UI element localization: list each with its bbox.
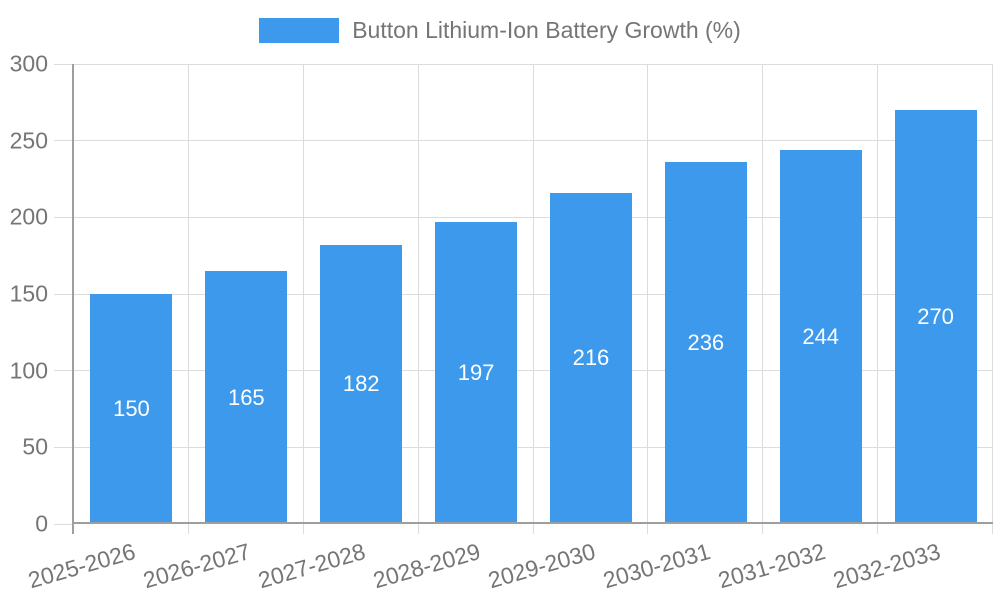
h-gridline xyxy=(74,446,993,448)
v-gridline xyxy=(992,64,993,534)
bar-2032-2033[interactable]: 270 xyxy=(894,110,977,524)
bar-value-label: 150 xyxy=(113,396,150,421)
y-tick-label: 200 xyxy=(9,203,48,230)
v-gridline xyxy=(877,64,879,534)
legend-label[interactable]: Button Lithium-Ion Battery Growth (%) xyxy=(352,17,741,43)
y-tick-label: 300 xyxy=(9,50,48,77)
plot-area: 0 50 100 150 200 250 300 150 2025-2026 165 2026-20… xyxy=(10,51,993,593)
y-tick xyxy=(54,216,72,218)
x-tick-label: 2030-2031 xyxy=(600,538,713,594)
x-tick-label: 2026-2027 xyxy=(140,538,254,594)
h-gridline xyxy=(74,140,993,142)
x-tick-label: 2027-2028 xyxy=(255,538,369,594)
x-tick-label: 2029-2030 xyxy=(485,538,599,594)
bar-value-label: 216 xyxy=(572,345,610,371)
x-tick-label: 2025-2026 xyxy=(25,538,139,594)
h-gridline xyxy=(74,293,993,295)
h-gridline xyxy=(74,63,993,65)
v-gridline xyxy=(647,64,649,534)
bar-value-label: 165 xyxy=(227,384,265,410)
y-tick xyxy=(54,370,72,372)
y-tick-label: 0 xyxy=(35,510,48,537)
bar-2029-2030[interactable]: 216 xyxy=(549,192,632,524)
h-gridline xyxy=(74,370,993,372)
v-gridline xyxy=(762,64,764,534)
bar-value-label: 236 xyxy=(687,330,725,356)
bar-2027-2028[interactable]: 182 xyxy=(320,244,403,524)
bar-value-label: 197 xyxy=(457,359,495,385)
y-tick xyxy=(54,140,72,142)
y-tick-label: 50 xyxy=(22,433,48,460)
h-gridline xyxy=(74,216,993,218)
x-tick-label: 2031-2032 xyxy=(714,538,828,594)
bar-2028-2029[interactable]: 197 xyxy=(435,221,518,524)
y-tick xyxy=(54,63,72,65)
bar-2030-2031[interactable]: 236 xyxy=(664,162,747,524)
y-tick-label: 100 xyxy=(9,357,48,384)
legend: Button Lithium-Ion Battery Growth (%) xyxy=(0,17,1000,44)
x-tick-label: 2032-2033 xyxy=(829,538,943,594)
x-tick-label: 2028-2029 xyxy=(370,538,484,594)
bar-2031-2032[interactable]: 244 xyxy=(779,149,862,524)
bar-value-label: 182 xyxy=(342,371,380,397)
v-gridline xyxy=(532,64,534,534)
v-gridline xyxy=(302,64,304,534)
legend-swatch[interactable] xyxy=(259,18,340,43)
bar-value-label: 270 xyxy=(917,304,954,329)
bar-value-label: 244 xyxy=(802,323,840,349)
y-tick-label: 250 xyxy=(9,127,48,154)
y-tick xyxy=(54,293,72,295)
v-gridline xyxy=(187,64,189,534)
bar-2026-2027[interactable]: 165 xyxy=(205,271,288,524)
x-axis-line xyxy=(72,522,993,524)
y-tick-label: 150 xyxy=(9,280,48,307)
bar-2025-2026[interactable]: 150 xyxy=(90,294,173,524)
y-tick xyxy=(54,523,72,525)
y-axis-line xyxy=(72,64,74,534)
y-tick xyxy=(54,446,72,448)
v-gridline xyxy=(417,64,419,534)
